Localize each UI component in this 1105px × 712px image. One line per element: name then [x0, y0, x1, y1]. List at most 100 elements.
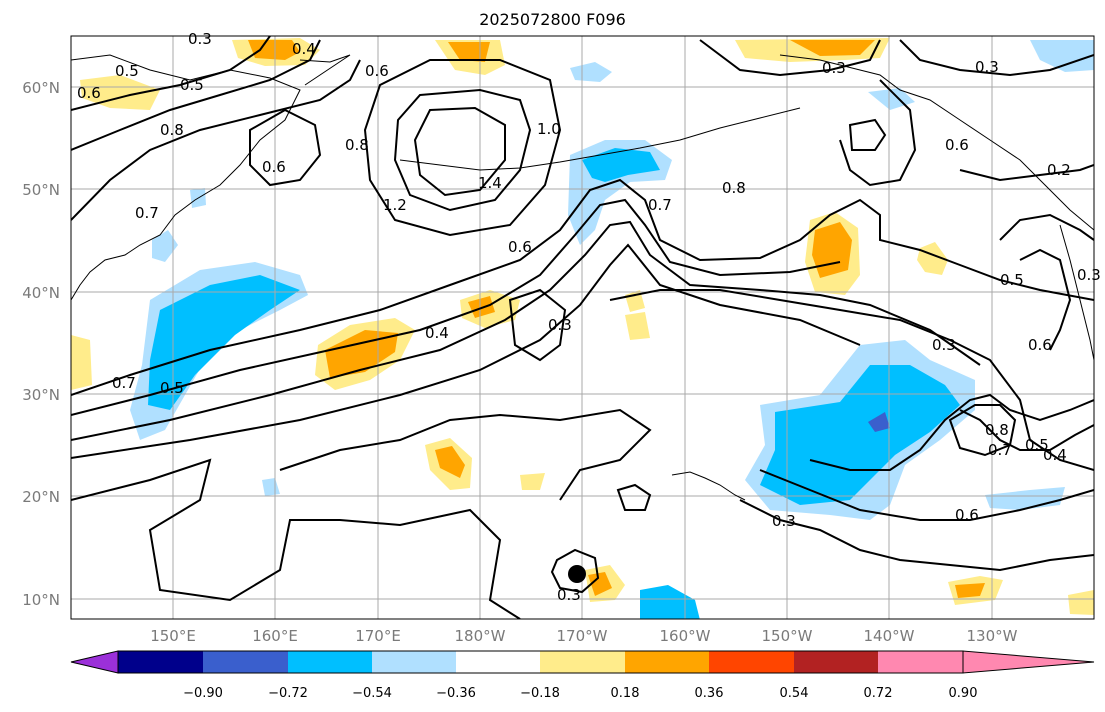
contour-ne-4	[999, 213, 1094, 241]
lat-label: 10°N	[22, 591, 60, 609]
contour-label: 0.5	[115, 62, 139, 80]
contour-label: 0.5	[180, 76, 204, 94]
contour-label-layer: 0.3 0.4 0.5 0.5 0.8 0.6 0.6 0.8 1.0 1.2 …	[77, 30, 1101, 604]
contour-ne-7	[899, 39, 1094, 77]
colorbar-tick: −0.36	[436, 686, 476, 701]
shaded-fields	[71, 38, 1094, 619]
contour-east-3	[759, 469, 1094, 521]
contour-ne-5	[1019, 248, 1072, 351]
colorbar-tick: −0.90	[183, 686, 223, 701]
contour-label: 0.6	[365, 62, 389, 80]
contour-label: 0.7	[648, 196, 672, 214]
colorbar-seg-8	[709, 651, 794, 673]
pos-region-mid1-core	[325, 330, 398, 378]
lat-label: 60°N	[22, 79, 60, 97]
colorbar-seg-7	[625, 651, 709, 673]
contour-label: 0.8	[345, 136, 369, 154]
asia-coast	[71, 54, 301, 301]
contour-label: 0.2	[1047, 161, 1071, 179]
lon-label: 160°E	[252, 627, 298, 645]
map-frame	[70, 35, 1095, 620]
contour-ne-3	[959, 164, 1094, 182]
contour-jet-3	[71, 220, 981, 441]
contour-label: 0.6	[77, 84, 101, 102]
contour-label: 0.7	[135, 204, 159, 222]
contour-closed-high-outer	[363, 59, 562, 237]
hawaii	[671, 471, 746, 501]
neg-region-east2	[985, 487, 1065, 510]
contour-east-4	[809, 393, 1094, 471]
contour-label: 0.3	[557, 586, 581, 604]
contour-south-2	[279, 408, 652, 501]
contour-label: 0.3	[975, 58, 999, 76]
pos-region-south1-core	[435, 446, 465, 478]
pos-region-east1	[917, 242, 948, 275]
lon-label: 160°W	[660, 627, 711, 645]
contour-label: 0.3	[188, 30, 212, 48]
contour-jet-5	[71, 59, 361, 221]
contour-label: 1.2	[383, 196, 407, 214]
colorbar-seg-6	[540, 651, 625, 673]
contour-label: 0.5	[1025, 436, 1049, 454]
pos-region-small2	[625, 312, 650, 340]
lon-label: 150°E	[150, 627, 196, 645]
contour-label: 0.4	[425, 324, 449, 342]
contour-label: 0.8	[722, 179, 746, 197]
contour-label: 0.6	[945, 136, 969, 154]
gridlines	[71, 36, 1094, 619]
longitude-labels: 150°E 160°E 170°E 180°W 170°W 160°W 150°…	[150, 627, 1017, 645]
neg-small-4	[152, 230, 178, 262]
colorbar-seg-1	[118, 651, 203, 673]
lon-label: 180°W	[455, 627, 506, 645]
contour-label: 0.3	[772, 512, 796, 530]
contour-label: 0.6	[508, 238, 532, 256]
pos-region-se1-core	[955, 583, 985, 598]
pos-region-west-edge	[71, 335, 92, 390]
contour-ne-1	[839, 79, 917, 187]
coastlines	[71, 54, 1094, 501]
alaska-coast	[779, 54, 1094, 231]
lat-label: 40°N	[22, 284, 60, 302]
contour-east-5	[959, 409, 1094, 451]
contour-ne-2	[848, 118, 887, 151]
colorbar-extend-high	[962, 650, 1095, 674]
pos-region-se2	[1068, 590, 1094, 615]
contour-small-south-1	[616, 483, 652, 511]
colorbar-tick: 0.18	[611, 686, 640, 701]
neg-region-south	[640, 585, 700, 619]
colorbar-seg-2	[203, 651, 288, 673]
contour-label: 0.3	[822, 59, 846, 77]
na-coast	[1059, 224, 1094, 361]
pos-region-mid3-core	[812, 222, 852, 278]
storm-center-marker	[568, 565, 586, 583]
contour-label: 0.4	[1043, 446, 1067, 464]
lon-label: 170°W	[557, 627, 608, 645]
contour-jet-6	[71, 39, 321, 151]
pos-region-nw2	[80, 75, 160, 110]
neg-region-east-core	[760, 365, 960, 505]
neg-region-ne	[1030, 40, 1094, 72]
lat-label: 50°N	[22, 181, 60, 199]
neg-region-east-peak	[868, 412, 890, 432]
contour-label: 0.8	[160, 121, 184, 139]
contour-jet-4	[71, 243, 861, 459]
contour-storm	[550, 548, 600, 594]
colorbar-tick: −0.54	[352, 686, 392, 701]
colorbar	[70, 650, 1095, 674]
contour-jet-1	[71, 178, 1094, 396]
map-title: 2025072800 F096	[479, 10, 626, 29]
lat-label: 20°N	[22, 488, 60, 506]
neg-region-central-core	[582, 148, 660, 182]
contour-label: 1.4	[478, 174, 502, 192]
contour-label: 0.3	[932, 336, 956, 354]
colorbar-extend-low	[70, 650, 119, 674]
latitude-labels: 60°N 50°N 40°N 30°N 20°N 10°N	[22, 79, 60, 609]
colorbar-tick: 0.90	[949, 686, 978, 701]
contour-closed-high	[393, 88, 532, 212]
contour-label: 0.7	[988, 441, 1012, 459]
contour-label: 0.4	[292, 40, 316, 58]
aleutian-chain	[399, 107, 801, 171]
colorbar-tick: −0.18	[520, 686, 560, 701]
contour-jet-2	[71, 198, 841, 416]
lon-label: 150°W	[762, 627, 813, 645]
